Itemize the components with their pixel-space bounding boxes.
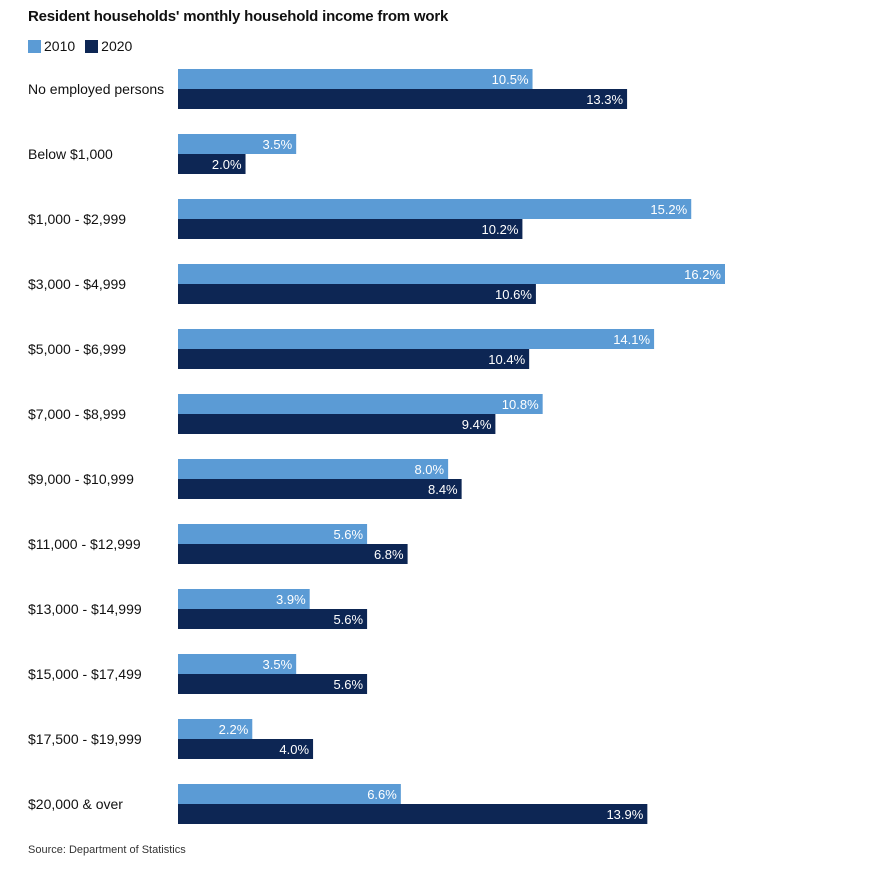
data-label-2020: 10.4% xyxy=(488,352,525,367)
bar-2010 xyxy=(178,264,725,284)
legend-label-2020: 2020 xyxy=(101,38,133,54)
bar-2020 xyxy=(178,804,648,824)
bar-2010 xyxy=(178,784,401,804)
bar-2020 xyxy=(178,349,530,369)
data-label-2010: 5.6% xyxy=(333,527,363,542)
bar-2010 xyxy=(178,69,533,89)
bar-2020 xyxy=(178,219,523,239)
data-label-2020: 4.0% xyxy=(279,742,309,757)
bar-2020 xyxy=(178,414,496,434)
category-label: $17,500 - $19,999 xyxy=(28,731,142,747)
bar-2010 xyxy=(178,459,449,479)
source-note: Source: Department of Statistics xyxy=(28,844,186,856)
data-label-2020: 9.4% xyxy=(462,417,492,432)
category-label: No employed persons xyxy=(28,81,164,97)
category-label: $7,000 - $8,999 xyxy=(28,406,126,422)
legend-swatch-2010 xyxy=(28,39,41,53)
data-label-2020: 5.6% xyxy=(333,612,363,627)
data-label-2020: 2.0% xyxy=(212,157,242,172)
bar-2010 xyxy=(178,524,368,544)
data-label-2010: 14.1% xyxy=(613,332,650,347)
data-label-2010: 6.6% xyxy=(367,787,397,802)
bar-2010 xyxy=(178,589,310,609)
legend-swatch-2020 xyxy=(85,39,99,53)
legend: 2010 2020 xyxy=(28,38,142,54)
category-label: $1,000 - $2,999 xyxy=(28,211,126,227)
category-label: Below $1,000 xyxy=(28,146,113,162)
bar-2010 xyxy=(178,719,253,739)
category-label: $5,000 - $6,999 xyxy=(28,341,126,357)
data-label-2020: 10.2% xyxy=(482,222,519,237)
category-label: $9,000 - $10,999 xyxy=(28,471,134,487)
bar-2020 xyxy=(178,89,628,109)
data-label-2010: 2.2% xyxy=(219,722,249,737)
category-label: $15,000 - $17,499 xyxy=(28,666,142,682)
data-label-2010: 10.8% xyxy=(502,397,539,412)
bar-2010 xyxy=(178,654,297,674)
data-label-2020: 5.6% xyxy=(333,677,363,692)
legend-label-2010: 2010 xyxy=(44,38,76,54)
data-label-2010: 8.0% xyxy=(414,462,444,477)
bar-2020 xyxy=(178,154,246,174)
chart-title: Resident households' monthly household i… xyxy=(28,8,449,25)
category-label: $3,000 - $4,999 xyxy=(28,276,126,292)
bar-2010 xyxy=(178,394,543,414)
data-label-2020: 13.3% xyxy=(586,92,623,107)
bar-2010 xyxy=(178,329,655,349)
data-label-2010: 3.5% xyxy=(263,657,293,672)
category-label: $13,000 - $14,999 xyxy=(28,601,142,617)
data-label-2020: 8.4% xyxy=(428,482,458,497)
legend-item-2020: 2020 xyxy=(85,38,132,54)
data-label-2010: 16.2% xyxy=(684,267,721,282)
category-label: $20,000 & over xyxy=(28,796,123,812)
data-label-2010: 3.9% xyxy=(276,592,306,607)
data-label-2020: 13.9% xyxy=(606,807,643,822)
data-label-2010: 15.2% xyxy=(650,202,687,217)
bar-2010 xyxy=(178,134,297,154)
data-label-2020: 10.6% xyxy=(495,287,532,302)
bar-2010 xyxy=(178,199,692,219)
bar-chart: No employed persons 10.5% 13.3% Below $1,00… xyxy=(28,69,725,824)
bar-2020 xyxy=(178,674,368,694)
legend-item-2010: 2010 xyxy=(28,38,75,54)
bar-2020 xyxy=(178,284,536,304)
bar-2020 xyxy=(178,609,368,629)
bar-2020 xyxy=(178,544,408,564)
bar-2020 xyxy=(178,479,462,499)
data-label-2010: 10.5% xyxy=(492,72,529,87)
data-label-2010: 3.5% xyxy=(263,137,293,152)
bar-2020 xyxy=(178,739,314,759)
data-label-2020: 6.8% xyxy=(374,547,404,562)
category-label: $11,000 - $12,999 xyxy=(28,536,141,552)
